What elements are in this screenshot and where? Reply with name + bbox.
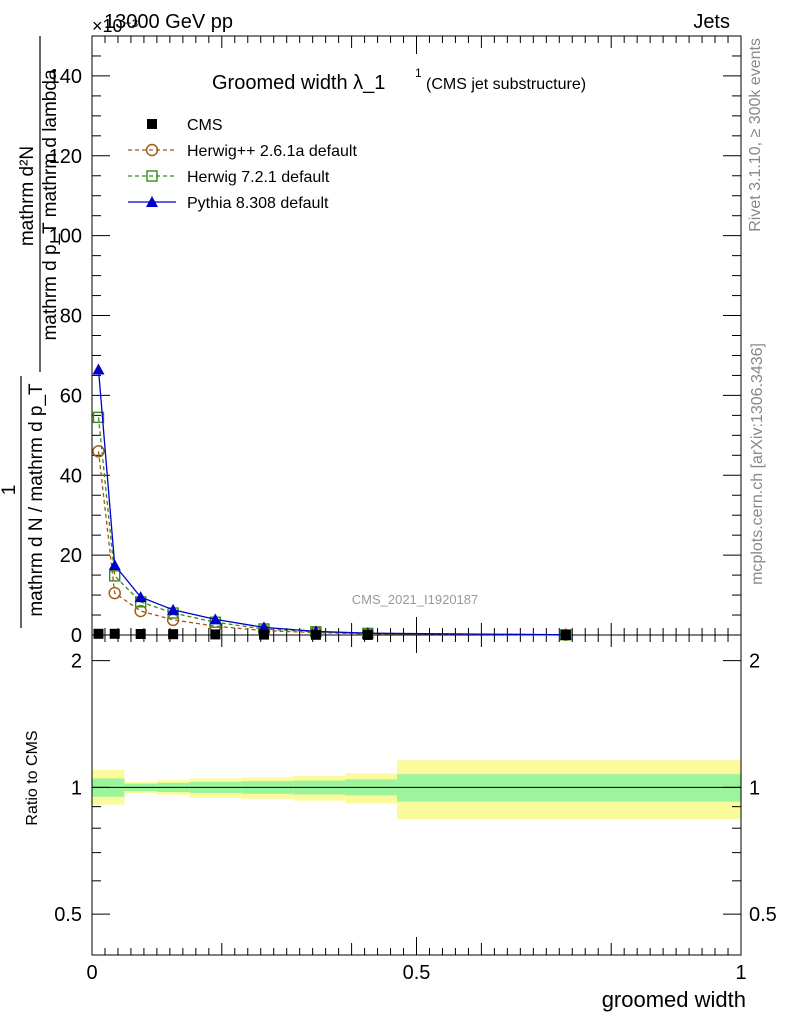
legend: CMS Herwig++ 2.6.1a default Herwig 7.2.1 d… [128, 117, 357, 212]
header-right: Jets [693, 11, 730, 33]
marker-square [362, 629, 373, 640]
series-line-3 [97, 369, 566, 636]
legend-label: Herwig++ 2.6.1a default [187, 143, 357, 160]
series-layer [92, 363, 572, 642]
legend-label: Herwig 7.2.1 default [187, 169, 330, 186]
y-tick-label: 140 [49, 66, 82, 88]
y-tick-label: 80 [60, 306, 82, 328]
y-tick-label: 40 [60, 465, 82, 487]
marker-triangle [108, 559, 121, 571]
chart-title: Groomed width λ_1 [212, 72, 385, 94]
chart-subtitle: (CMS jet substructure) [426, 76, 586, 93]
series-line-1 [97, 451, 566, 636]
ratio-band-inner [397, 774, 741, 802]
ylabel-ratio: Ratio to CMS [24, 730, 41, 825]
y-tick-label: 100 [49, 226, 82, 248]
y-tick-label: 120 [49, 146, 82, 168]
marker-triangle [134, 591, 147, 603]
marker-open-square [146, 170, 158, 182]
marker-square [258, 629, 269, 640]
side-label-top: Rivet 3.1.10, ≥ 300k events [747, 38, 764, 232]
ylabel-factor-top: 1 [0, 485, 20, 496]
chart-title-sup: 1 [415, 66, 422, 80]
y-tick-label: 20 [60, 545, 82, 567]
marker-square [109, 628, 120, 639]
marker-square [93, 628, 104, 639]
ratio-tick-label-right: 1 [749, 777, 760, 799]
marker-open-circle [145, 143, 159, 157]
marker-square [147, 119, 157, 129]
ratio-plot: 0 0.5 1 0.5 0.5 1 1 2 2 [54, 634, 777, 984]
side-label-bottom: mcplots.cern.ch [arXiv:1306.3436] [749, 343, 766, 585]
ylabel-denominator: mathrm d p_T mathrm d lambda [40, 69, 61, 340]
marker-square [210, 629, 221, 640]
marker-triangle [209, 613, 222, 625]
marker-square [310, 629, 321, 640]
x-tick-label: 1 [735, 962, 746, 984]
xlabel: groomed width [602, 987, 746, 1012]
ratio-tick-label: 0.5 [54, 904, 82, 926]
ylabel-factor-bottom: mathrm d N / mathrm d p_T [26, 383, 47, 617]
marker-open-circle [92, 445, 105, 458]
analysis-label: CMS_2021_I1920187 [352, 592, 479, 607]
marker-square [168, 629, 179, 640]
legend-label: Pythia 8.308 default [187, 195, 329, 212]
ratio-tick-label-right: 0.5 [749, 904, 777, 926]
marker-square [135, 629, 146, 640]
marker-open-circle [134, 604, 147, 618]
legend-label: CMS [187, 117, 223, 134]
marker-triangle [92, 363, 105, 375]
ylabel-numerator: mathrm d²N [17, 146, 38, 246]
marker-triangle [167, 603, 180, 615]
x-tick-label: 0.5 [403, 962, 431, 984]
ratio-tick-label: 2 [71, 651, 82, 673]
marker-square [560, 629, 571, 640]
ratio-tick-label-right: 2 [749, 651, 760, 673]
series-line-2 [97, 417, 566, 636]
marker-triangle [146, 196, 158, 207]
exponent-label: ×10⁻³ [92, 16, 138, 36]
y-tick-label: 60 [60, 385, 82, 407]
y-tick-label: 0 [71, 625, 82, 647]
marker-open-circle [108, 586, 121, 600]
x-tick-label: 0 [86, 962, 97, 984]
marker-open-square [92, 411, 105, 424]
marker-open-square [109, 570, 121, 582]
header-left: 13000 GeV pp [104, 11, 233, 33]
ratio-tick-label: 1 [71, 777, 82, 799]
